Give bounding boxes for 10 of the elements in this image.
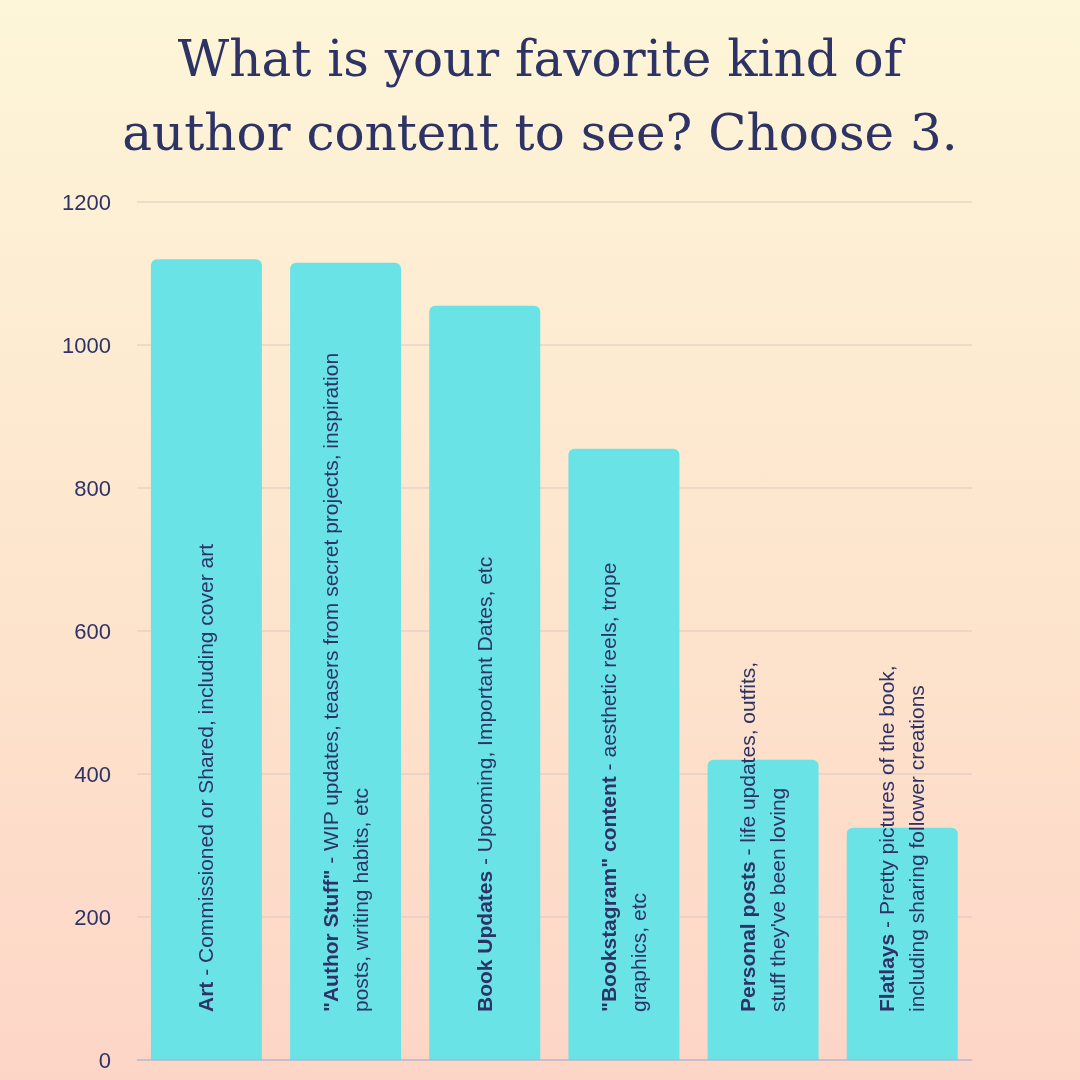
chart-title: What is your favorite kind of author content to see? Choose 3. — [121, 29, 959, 164]
y-tick-label: 200 — [74, 904, 111, 930]
y-tick-label: 400 — [74, 761, 111, 787]
y-tick-label: 800 — [74, 475, 111, 501]
y-tick-label: 600 — [74, 618, 111, 644]
y-tick-label: 0 — [98, 1047, 111, 1073]
x-tick-label: Book Updates - Upcoming, Important Dates, etc — [472, 556, 496, 1012]
x-tick-label: Art - Commissioned or Shared, including cover art — [194, 543, 218, 1012]
y-tick-label: 1000 — [62, 332, 111, 358]
y-tick-label: 1200 — [62, 189, 111, 215]
